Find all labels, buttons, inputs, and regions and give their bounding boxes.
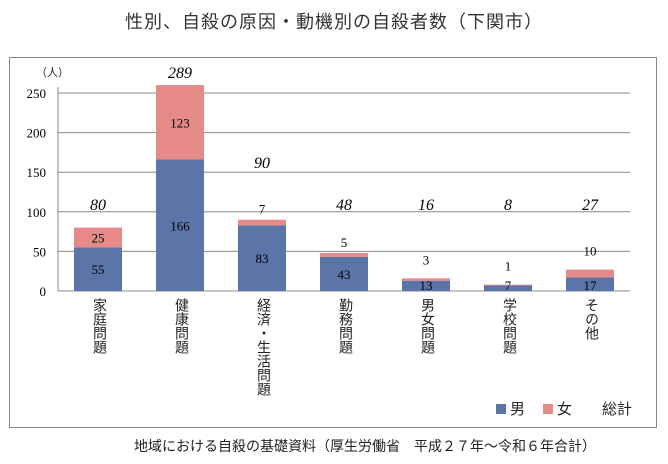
total-label: 48 (336, 197, 352, 214)
legend-label-female: 女 (557, 402, 573, 418)
total-label: 289 (168, 65, 192, 82)
bar-segment-female (320, 252, 368, 257)
category-label: 健康問題 (173, 298, 188, 354)
category-label: 家庭問題 (91, 298, 106, 354)
bar-segment-male (484, 285, 532, 291)
source-footnote: 地域における自殺の基礎資料（厚生労働省 平成２７年～令和６年合計） (134, 440, 596, 455)
legend: 男 女 総計 (496, 398, 632, 419)
data-label: 43 (338, 267, 351, 282)
category-label: 男女問題 (419, 298, 434, 354)
bar-segment-female (402, 278, 450, 281)
data-label: 5 (341, 235, 348, 250)
bar-segment-female (484, 284, 532, 286)
bar-segment-male (402, 280, 450, 291)
bar-segment-female (74, 227, 122, 248)
data-label: 7 (505, 278, 512, 293)
legend-swatch-male (496, 403, 506, 414)
y-tick-label: 0 (40, 284, 47, 299)
bar-segment-female (566, 269, 614, 278)
data-label: 1 (505, 259, 512, 274)
data-label: 25 (92, 231, 105, 246)
total-label: 8 (504, 197, 512, 214)
legend-label-total: 総計 (602, 402, 633, 418)
total-label: 27 (582, 197, 599, 214)
data-label: 10 (584, 244, 597, 259)
bar-segment-male (320, 256, 368, 291)
bar-segment-female (238, 219, 286, 226)
bar-segment-male (566, 277, 614, 291)
legend-swatch-female (543, 403, 554, 414)
bar-segment-male (74, 247, 122, 291)
bar-segment-male (156, 159, 204, 291)
category-label: その他 (583, 298, 598, 340)
y-axis-unit: （人） (36, 67, 69, 79)
bar-segment-male (238, 225, 286, 291)
total-label: 80 (90, 197, 106, 214)
y-tick-label: 200 (27, 126, 47, 141)
chart-title: 性別、自殺の原因・動機別の自殺者数（下関市） (125, 12, 543, 32)
data-label: 83 (256, 251, 269, 266)
data-label: 55 (92, 262, 105, 277)
data-label: 166 (170, 218, 190, 233)
legend-label-male: 男 (510, 402, 526, 418)
data-label: 123 (170, 115, 190, 130)
y-tick-label: 100 (27, 205, 47, 220)
data-label: 3 (423, 252, 430, 267)
total-label: 16 (418, 197, 434, 214)
bar-segment-female (156, 85, 204, 160)
category-label: 勤務問題 (337, 298, 352, 354)
y-tick-label: 250 (27, 86, 47, 101)
category-label: 学校問題 (501, 298, 516, 354)
category-label: 経済・生活問題 (255, 298, 270, 396)
total-label: 90 (254, 155, 270, 172)
y-tick-label: 150 (27, 165, 47, 180)
chart-frame (9, 57, 657, 428)
y-tick-label: 50 (33, 244, 46, 259)
data-label: 17 (584, 278, 598, 293)
data-label: 7 (259, 202, 266, 217)
data-label: 13 (420, 278, 433, 293)
